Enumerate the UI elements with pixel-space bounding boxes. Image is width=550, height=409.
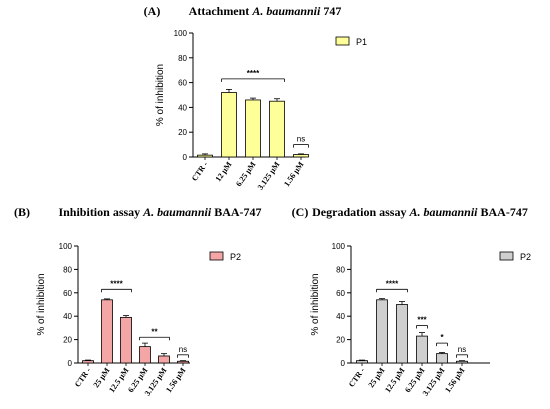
x-tick-label: 25 µM bbox=[367, 366, 387, 390]
y-tick-label: 80 bbox=[63, 265, 72, 274]
bar bbox=[456, 360, 468, 364]
x-tick-label: 1.56 µM bbox=[443, 366, 467, 395]
chart-panel-2: Degradation assay A. baumannii BAA-747(C… bbox=[292, 205, 531, 398]
chart-panel-1: Inhibition assay A. baumannii BAA-747 (B)… bbox=[14, 205, 262, 398]
chart-title-prefix: Attachment bbox=[189, 4, 253, 18]
legend-swatch bbox=[209, 251, 224, 261]
y-tick-label: 0 bbox=[183, 153, 188, 162]
bar bbox=[416, 335, 428, 364]
legend-swatch bbox=[335, 36, 350, 46]
significance-label: **** bbox=[247, 69, 260, 78]
significance-label: **** bbox=[386, 279, 399, 288]
significance-label: ns bbox=[297, 135, 305, 144]
chart-title-suffix: 747 bbox=[320, 4, 341, 18]
y-axis-label: % of inhibition bbox=[155, 64, 166, 126]
y-tick-label: 20 bbox=[336, 336, 345, 345]
bar bbox=[293, 154, 309, 158]
x-tick-label: CTR - bbox=[73, 366, 93, 389]
chart-title-italic: A. baumannii bbox=[251, 4, 321, 18]
y-tick-label: 40 bbox=[63, 312, 72, 321]
x-tick-label: 12 µM bbox=[214, 160, 234, 184]
y-tick-label: 20 bbox=[178, 128, 187, 137]
y-tick-label: 20 bbox=[63, 336, 72, 345]
bar bbox=[177, 360, 189, 364]
significance-label: *** bbox=[417, 316, 427, 325]
x-tick-label: CTR - bbox=[347, 366, 367, 389]
x-tick-label: 1.56 µM bbox=[164, 366, 188, 395]
y-tick-label: 40 bbox=[336, 312, 345, 321]
x-tick-label: 1.56 µM bbox=[282, 160, 306, 189]
y-tick-label: 40 bbox=[178, 103, 187, 112]
chart-title-prefix: Degradation assay bbox=[312, 205, 409, 219]
legend-label: P1 bbox=[356, 37, 367, 47]
y-tick-label: 100 bbox=[59, 242, 73, 251]
y-axis-label: % of inhibition bbox=[36, 273, 47, 335]
y-tick-label: 0 bbox=[341, 359, 346, 368]
y-tick-label: 80 bbox=[178, 54, 187, 63]
chart-title-italic: A. baumannii bbox=[408, 205, 478, 219]
bar bbox=[139, 346, 151, 364]
y-tick-label: 100 bbox=[174, 29, 188, 38]
y-tick-label: 60 bbox=[63, 289, 72, 298]
legend-label: P2 bbox=[230, 252, 241, 262]
bar bbox=[356, 360, 368, 364]
bar bbox=[396, 304, 408, 364]
significance-label: ** bbox=[151, 327, 158, 336]
bar bbox=[436, 353, 448, 364]
chart-title: Degradation assay A. baumannii BAA-747 bbox=[312, 205, 528, 219]
x-tick-label: 3.125 µM bbox=[256, 160, 282, 192]
chart-title: Attachment A. baumannii 747 bbox=[189, 4, 342, 18]
significance-label: **** bbox=[110, 279, 123, 288]
bar bbox=[221, 92, 237, 158]
panel-letter: (C) bbox=[292, 205, 309, 219]
y-axis-label: % of inhibition bbox=[310, 273, 321, 335]
bar bbox=[120, 316, 132, 364]
y-tick-label: 60 bbox=[178, 79, 187, 88]
bar bbox=[158, 355, 170, 364]
x-tick-label: 6.25 µM bbox=[234, 160, 258, 189]
bar bbox=[245, 99, 261, 158]
legend-label: P2 bbox=[520, 252, 531, 262]
y-tick-label: 60 bbox=[336, 289, 345, 298]
significance-label: ns bbox=[179, 345, 187, 354]
panel-letter: (B) bbox=[14, 205, 30, 219]
legend-swatch bbox=[499, 251, 514, 261]
chart-title-italic: A. baumannii bbox=[142, 205, 212, 219]
bar bbox=[269, 100, 285, 158]
x-tick-label: CTR - bbox=[190, 160, 210, 183]
chart-panel-0: Attachment A. baumannii 747 (A) 0 20 40 60 80 1… bbox=[144, 4, 367, 192]
chart-title-suffix: BAA-747 bbox=[211, 205, 261, 219]
significance-label: ns bbox=[458, 345, 466, 354]
chart-title: Inhibition assay A. baumannii BAA-747 bbox=[58, 205, 261, 219]
significance-label: * bbox=[440, 333, 444, 342]
bar bbox=[376, 299, 388, 364]
bar bbox=[101, 299, 113, 364]
y-tick-label: 100 bbox=[332, 242, 346, 251]
panel-letter: (A) bbox=[144, 4, 161, 18]
y-tick-label: 0 bbox=[68, 359, 73, 368]
bar bbox=[82, 360, 94, 364]
bar bbox=[197, 154, 213, 158]
y-tick-label: 80 bbox=[336, 265, 345, 274]
chart-title-prefix: Inhibition assay bbox=[58, 205, 143, 219]
chart-title-suffix: BAA-747 bbox=[478, 205, 528, 219]
